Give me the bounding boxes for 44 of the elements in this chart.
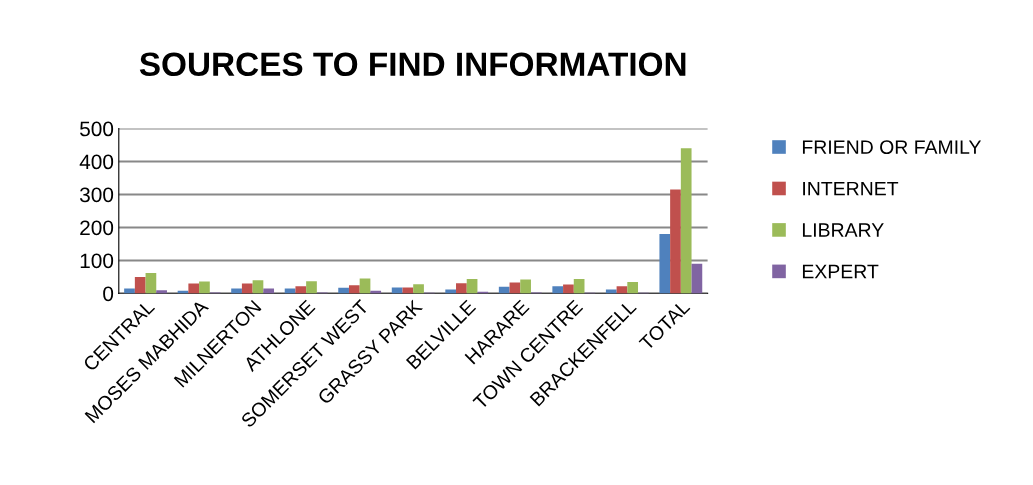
bar [188,283,200,294]
bar [563,284,574,294]
chart-title: SOURCES TO FIND INFORMATION [139,52,686,77]
y-tick-label: 200 [80,220,114,236]
bar [605,289,617,294]
bar [252,280,264,294]
bar [306,281,317,294]
y-tick-label: 500 [80,121,114,137]
bar [627,281,639,294]
bar [284,288,296,294]
bar [670,189,681,294]
y-tick-label: 0 [103,286,114,302]
bar [295,286,307,294]
bar [680,148,692,294]
bar [456,283,467,294]
bar [616,286,628,294]
y-tick-label: 300 [79,187,114,203]
bar [145,272,157,294]
bar [391,287,403,294]
y-tick-label: 100 [80,253,114,269]
bar [338,287,349,294]
bar [466,278,478,294]
bar [402,287,414,294]
bar [413,284,424,294]
bar [445,289,457,294]
bar [573,278,585,294]
bar [348,285,360,294]
bar [659,234,671,294]
bar [199,281,210,294]
bar [520,279,531,294]
bar [241,283,253,294]
bar [134,276,146,294]
bar [231,288,242,294]
bar [263,288,275,294]
bar [498,286,510,294]
legend-label: EXPERT [802,264,879,279]
bar [156,290,167,294]
bar [691,263,703,294]
legend-label: FRIEND OR FAMILY [802,140,982,155]
bar [124,288,135,294]
legend-label: INTERNET [803,181,899,196]
y-tick-label: 400 [79,154,114,170]
bar [552,286,564,294]
legend-label: LIBRARY [802,223,884,237]
